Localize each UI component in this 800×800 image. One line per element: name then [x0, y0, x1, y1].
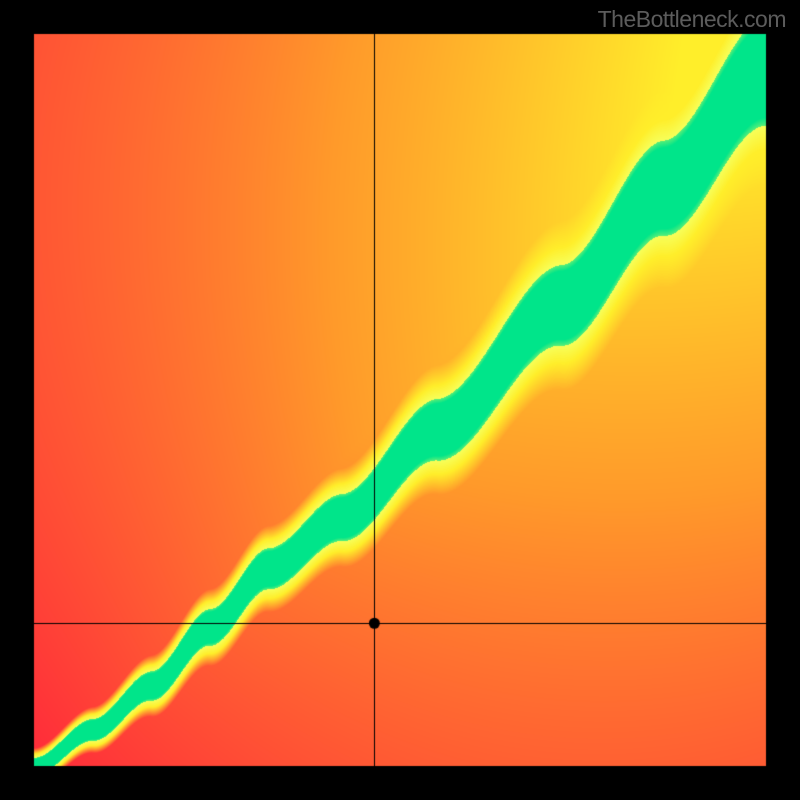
chart-container: TheBottleneck.com: [0, 0, 800, 800]
watermark-label: TheBottleneck.com: [598, 6, 786, 33]
bottleneck-heatmap: [0, 0, 800, 800]
